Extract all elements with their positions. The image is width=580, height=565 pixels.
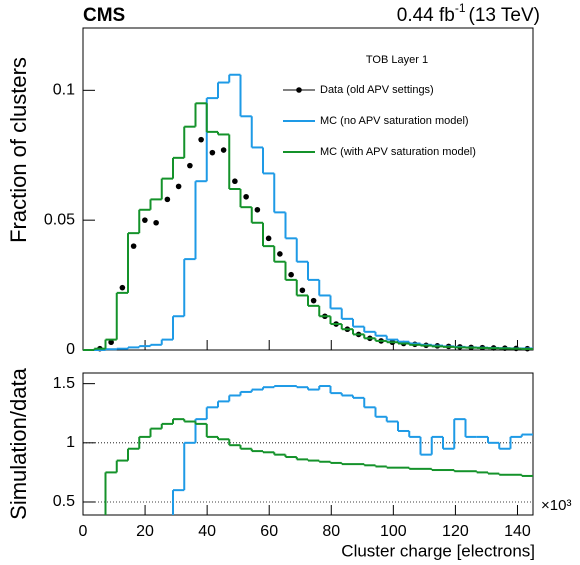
x-tick-label: 80 <box>322 523 340 540</box>
data-point <box>277 251 283 257</box>
data-point <box>119 284 126 291</box>
annotation: TOB Layer 1 <box>366 54 428 66</box>
y-tick-label: 0.1 <box>53 82 75 99</box>
y-tick-label: 0 <box>66 341 75 358</box>
data-point <box>310 297 317 304</box>
data-point <box>254 206 261 213</box>
legend-marker <box>296 87 302 93</box>
lumi-label: 0.44 fb-1 (13 TeV) <box>397 1 540 26</box>
experiment-label: CMS <box>83 5 125 26</box>
data-point <box>198 136 204 143</box>
plot-frame <box>82 27 534 351</box>
x-tick-label: 40 <box>198 523 216 540</box>
data-point <box>130 243 137 249</box>
y-tick-label: 1 <box>66 434 75 451</box>
ratio-y-axis-title: Simulation/data <box>6 367 31 519</box>
data-point <box>209 149 216 156</box>
x-exponent: ×10³ <box>541 497 571 514</box>
x-tick-label: 120 <box>442 523 469 540</box>
y-tick-label: 1.5 <box>53 375 75 392</box>
x-tick-label: 100 <box>380 523 407 540</box>
data-point <box>153 219 159 226</box>
data-point <box>142 217 148 223</box>
y-tick-label: 0.5 <box>53 493 75 510</box>
data-point <box>299 287 306 294</box>
legend-label: Data (old APV settings) <box>320 84 434 96</box>
legend-label: MC (no APV saturation model) <box>320 115 469 127</box>
y-axis-title: Fraction of clusters <box>6 57 31 243</box>
data-point <box>232 178 238 185</box>
data-point <box>187 162 193 169</box>
legend-label: MC (with APV saturation model) <box>320 146 476 158</box>
energy: (13 TeV) <box>469 5 540 26</box>
plot-frame <box>82 372 534 516</box>
x-tick-label: 140 <box>504 523 531 540</box>
data-point <box>108 339 114 346</box>
data-point <box>288 271 294 278</box>
x-tick-label: 60 <box>260 523 278 540</box>
x-tick-label: 0 <box>79 523 88 540</box>
data-point <box>175 183 182 190</box>
data-point <box>243 193 249 200</box>
data-point <box>265 235 272 242</box>
data-point <box>164 196 171 203</box>
histogram-riser <box>172 386 523 515</box>
x-axis-title: Cluster charge [electrons] <box>341 541 535 560</box>
x-tick-label: 20 <box>136 523 154 540</box>
lumi-exponent: -1 <box>455 1 466 15</box>
lumi: 0.44 fb <box>397 5 455 26</box>
histogram-riser <box>104 419 523 515</box>
data-point <box>220 147 227 153</box>
y-tick-label: 0.05 <box>44 211 75 228</box>
histogram-riser <box>93 103 523 350</box>
